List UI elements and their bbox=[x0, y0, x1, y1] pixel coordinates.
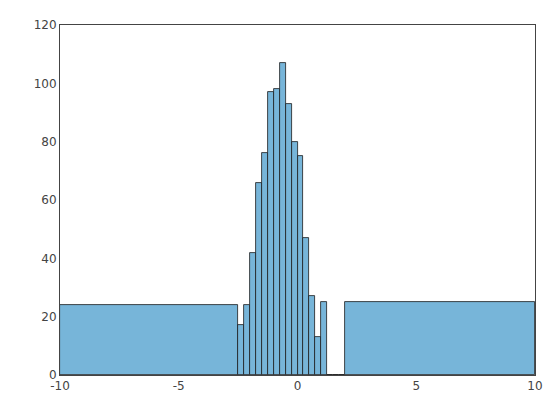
svg-text:-10: -10 bbox=[50, 379, 70, 393]
svg-text:100: 100 bbox=[34, 77, 57, 91]
svg-text:5: 5 bbox=[412, 379, 420, 393]
svg-text:10: 10 bbox=[527, 379, 542, 393]
svg-text:-5: -5 bbox=[173, 379, 185, 393]
svg-text:80: 80 bbox=[41, 135, 56, 149]
svg-text:0: 0 bbox=[294, 379, 302, 393]
svg-text:60: 60 bbox=[41, 193, 56, 207]
svg-text:0: 0 bbox=[49, 368, 57, 382]
svg-text:120: 120 bbox=[34, 18, 57, 32]
svg-text:40: 40 bbox=[41, 252, 56, 266]
svg-text:20: 20 bbox=[41, 310, 56, 324]
